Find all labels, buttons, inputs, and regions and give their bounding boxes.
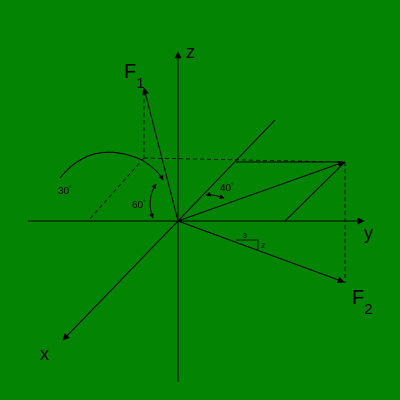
f1-label-base: F [124, 61, 136, 83]
angle-40-value: 40 [220, 183, 232, 194]
f2-label-subscript: 2 [364, 301, 372, 318]
angle-30-unit: ° [69, 186, 72, 192]
angle-arc-40 [205, 191, 225, 199]
angle-60-unit: ° [143, 200, 146, 206]
axes [28, 51, 365, 382]
f2-label-base: F [352, 287, 364, 309]
angle-label-40: 40° [220, 183, 234, 194]
parallelogram-edges [236, 161, 346, 222]
resultant-in-yz-plane [177, 160, 345, 222]
slope-run-label: 3 [243, 233, 247, 240]
f1-oblique-projection [87, 157, 145, 222]
f1-horizontal-projection [143, 157, 346, 163]
slope-rise-label: 2 [261, 243, 265, 250]
y-axis-label: y [364, 223, 373, 243]
angle-arc-30 [59, 151, 164, 181]
x-axis-label: x [40, 344, 49, 364]
angle-40-unit: ° [231, 183, 234, 189]
x-axis [62, 220, 179, 341]
angle-label-30: 30° [58, 186, 72, 197]
parallelogram-right-edge [284, 161, 346, 222]
f1-label: F1 [124, 61, 145, 92]
z-axis-label: z [186, 42, 195, 62]
f2-vector [177, 220, 345, 284]
force-vectors [142, 87, 345, 284]
f1-vector [142, 87, 179, 222]
angle-60-value: 60 [132, 200, 144, 211]
slope-triangle-legs [236, 239, 259, 250]
angle-arc-60 [149, 183, 157, 219]
slope-triangle [236, 239, 259, 250]
angle-30-value: 30 [58, 186, 70, 197]
f1-label-subscript: 1 [136, 75, 144, 92]
angle-label-60: 60° [132, 200, 146, 211]
oblique-reference-line [177, 119, 276, 222]
construction-lines [87, 92, 346, 283]
f2-label: F2 [352, 287, 373, 318]
angle-arcs [59, 151, 225, 219]
